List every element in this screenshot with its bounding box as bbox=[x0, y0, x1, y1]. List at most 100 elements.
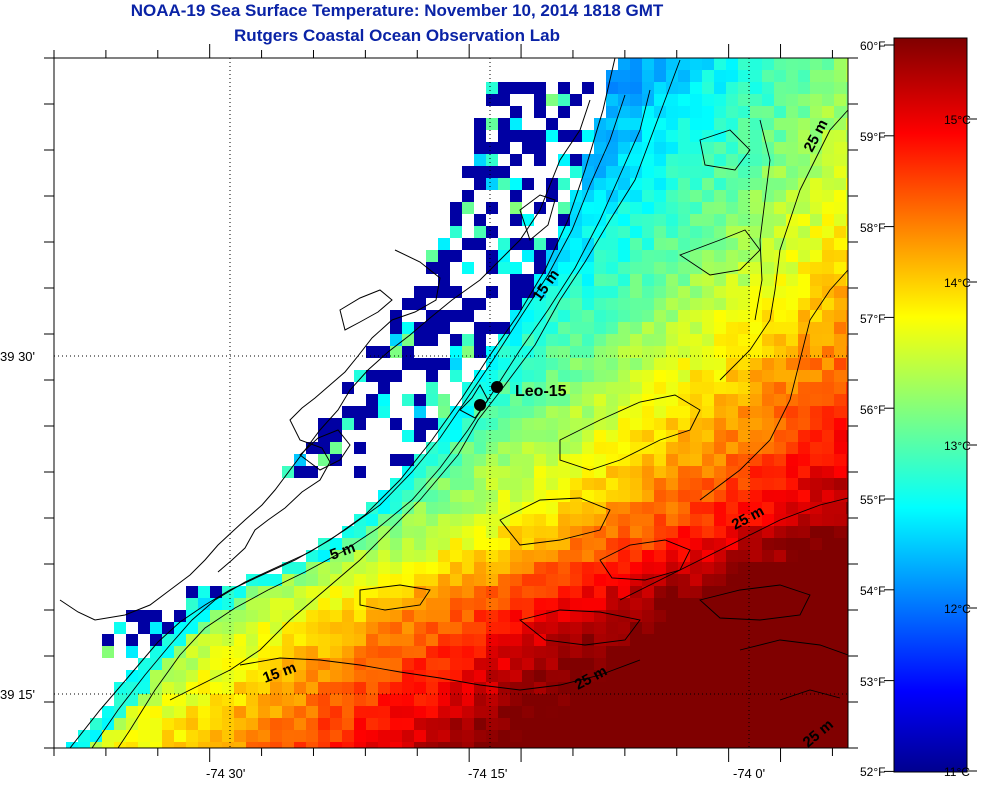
sst-pixel bbox=[774, 502, 786, 514]
sst-pixel bbox=[582, 610, 594, 622]
sst-pixel bbox=[354, 418, 366, 430]
sst-pixel bbox=[666, 418, 678, 430]
sst-pixel bbox=[498, 430, 510, 442]
sst-pixel bbox=[570, 694, 582, 706]
sst-pixel bbox=[690, 262, 702, 274]
sst-pixel bbox=[102, 706, 114, 718]
sst-pixel bbox=[426, 598, 438, 610]
sst-pixel bbox=[786, 154, 798, 166]
sst-pixel bbox=[114, 730, 126, 742]
sst-pixel bbox=[834, 550, 846, 562]
sst-pixel bbox=[738, 142, 750, 154]
sst-pixel bbox=[438, 454, 450, 466]
sst-pixel bbox=[570, 274, 582, 286]
sst-pixel bbox=[150, 670, 162, 682]
sst-pixel bbox=[678, 718, 690, 730]
sst-pixel bbox=[846, 538, 848, 550]
sst-pixel bbox=[834, 214, 846, 226]
sst-pixel bbox=[522, 682, 534, 694]
sst-pixel bbox=[294, 658, 306, 670]
sst-pixel bbox=[774, 574, 786, 586]
sst-pixel bbox=[354, 562, 366, 574]
sst-pixel bbox=[342, 550, 354, 562]
sst-pixel bbox=[210, 658, 222, 670]
sst-pixel bbox=[738, 502, 750, 514]
sst-pixel bbox=[786, 646, 798, 658]
sst-pixel bbox=[678, 130, 690, 142]
sst-pixel bbox=[798, 574, 810, 586]
sst-pixel bbox=[642, 574, 654, 586]
sst-pixel bbox=[666, 742, 678, 748]
sst-pixel bbox=[666, 526, 678, 538]
sst-pixel bbox=[534, 634, 546, 646]
sst-pixel bbox=[786, 310, 798, 322]
sst-pixel bbox=[786, 286, 798, 298]
sst-pixel bbox=[246, 718, 258, 730]
sst-pixel bbox=[798, 274, 810, 286]
sst-pixel bbox=[234, 706, 246, 718]
sst-pixel bbox=[534, 550, 546, 562]
sst-pixel bbox=[162, 718, 174, 730]
sst-pixel bbox=[282, 610, 294, 622]
sst-pixel bbox=[426, 478, 438, 490]
sst-pixel bbox=[522, 382, 534, 394]
sst-pixel bbox=[426, 718, 438, 730]
sst-pixel bbox=[234, 610, 246, 622]
sst-pixel bbox=[510, 202, 522, 214]
sst-pixel bbox=[498, 634, 510, 646]
sst-pixel bbox=[774, 94, 786, 106]
sst-pixel bbox=[606, 274, 618, 286]
sst-pixel bbox=[570, 634, 582, 646]
sst-pixel bbox=[606, 490, 618, 502]
sst-pixel bbox=[498, 358, 510, 370]
sst-pixel bbox=[222, 718, 234, 730]
sst-pixel bbox=[534, 106, 546, 118]
sst-pixel bbox=[462, 718, 474, 730]
sst-pixel bbox=[342, 382, 354, 394]
sst-pixel bbox=[342, 418, 354, 430]
sst-pixel bbox=[546, 406, 558, 418]
sst-pixel bbox=[810, 82, 822, 94]
sst-pixel bbox=[714, 298, 726, 310]
sst-pixel bbox=[438, 322, 450, 334]
sst-pixel bbox=[594, 322, 606, 334]
sst-pixel bbox=[282, 682, 294, 694]
sst-pixel bbox=[390, 370, 402, 382]
sst-pixel bbox=[774, 262, 786, 274]
sst-pixel bbox=[690, 358, 702, 370]
sst-pixel bbox=[702, 94, 714, 106]
sst-pixel bbox=[174, 742, 186, 748]
sst-pixel bbox=[546, 358, 558, 370]
sst-pixel bbox=[210, 646, 222, 658]
sst-pixel bbox=[702, 286, 714, 298]
sst-pixel bbox=[414, 730, 426, 742]
sst-pixel bbox=[846, 274, 848, 286]
sst-pixel bbox=[414, 490, 426, 502]
sst-pixel bbox=[462, 622, 474, 634]
cb-c-12: 12°C bbox=[944, 602, 971, 616]
sst-pixel bbox=[486, 118, 498, 130]
sst-pixel bbox=[810, 406, 822, 418]
sst-pixel bbox=[618, 286, 630, 298]
sst-pixel bbox=[606, 514, 618, 526]
sst-pixel bbox=[450, 550, 462, 562]
sst-pixel bbox=[774, 538, 786, 550]
sst-pixel bbox=[606, 718, 618, 730]
sst-pixel bbox=[150, 622, 162, 634]
sst-pixel bbox=[678, 202, 690, 214]
sst-pixel bbox=[798, 178, 810, 190]
sst-pixel bbox=[846, 130, 848, 142]
sst-pixel bbox=[522, 466, 534, 478]
sst-pixel bbox=[774, 382, 786, 394]
sst-pixel bbox=[690, 598, 702, 610]
sst-pixel bbox=[270, 694, 282, 706]
sst-pixel bbox=[630, 58, 642, 70]
sst-pixel bbox=[570, 310, 582, 322]
sst-pixel bbox=[294, 646, 306, 658]
sst-pixel bbox=[270, 574, 282, 586]
sst-pixel bbox=[822, 466, 834, 478]
sst-pixel bbox=[786, 730, 798, 742]
sst-pixel bbox=[474, 658, 486, 670]
sst-pixel bbox=[486, 574, 498, 586]
sst-pixel bbox=[294, 718, 306, 730]
